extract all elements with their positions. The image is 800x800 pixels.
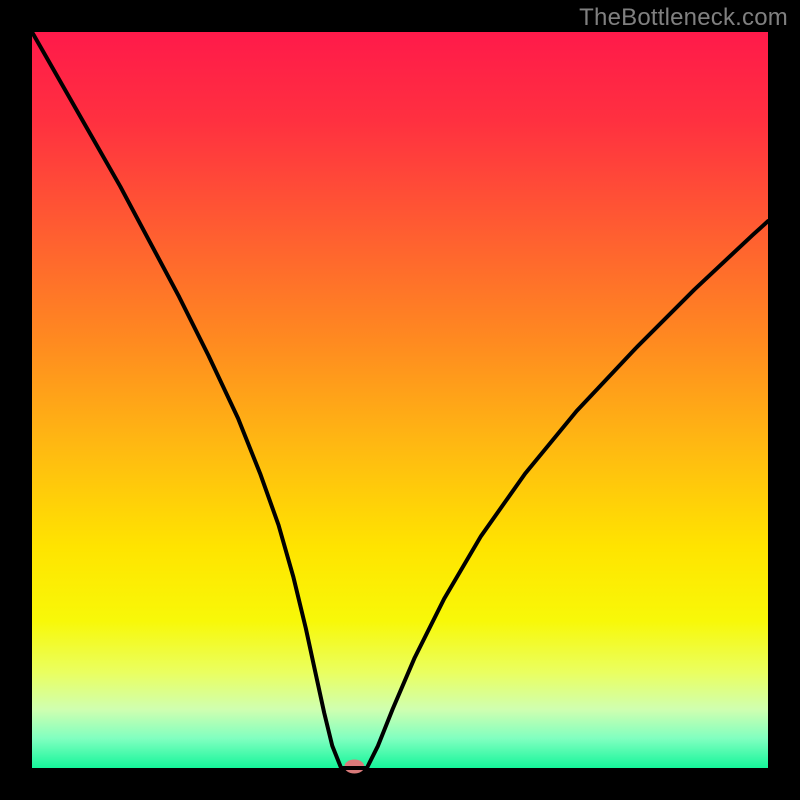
plot-background — [32, 32, 768, 768]
bottleneck-chart — [0, 0, 800, 800]
watermark-text: TheBottleneck.com — [579, 4, 788, 32]
